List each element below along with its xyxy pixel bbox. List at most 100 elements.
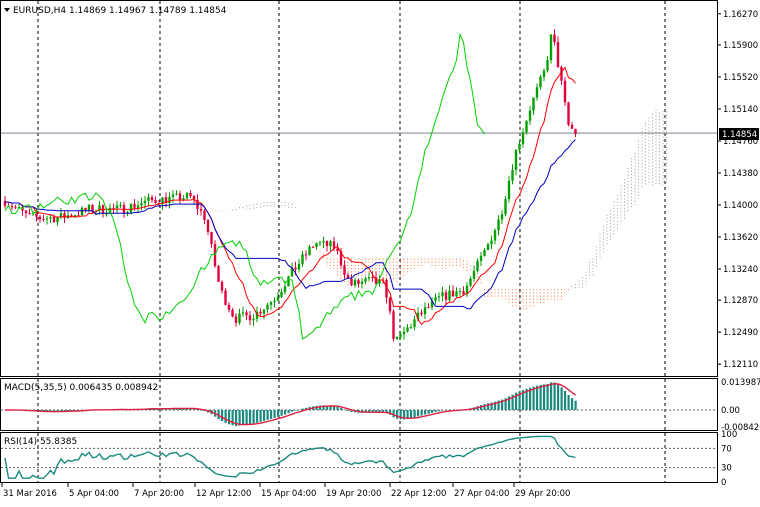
bull-candle <box>241 312 245 314</box>
bull-candle <box>136 205 140 208</box>
bear-candle <box>10 206 14 208</box>
macd-bar <box>340 408 343 410</box>
macd-bar <box>522 389 525 410</box>
bull-candle <box>546 60 549 71</box>
bull-candle <box>497 219 500 231</box>
price-axis-label: 1.12870 <box>723 296 758 306</box>
bull-candle <box>56 217 59 223</box>
macd-bar <box>238 410 241 426</box>
macd-bar <box>553 382 556 410</box>
macd-bar <box>536 385 539 410</box>
bull-candle <box>161 197 164 205</box>
bear-candle <box>178 193 182 201</box>
macd-bar <box>277 410 280 417</box>
bear-candle <box>420 312 423 315</box>
bull-candle <box>280 291 283 297</box>
bear-candle <box>234 316 238 323</box>
bull-candle <box>105 213 108 215</box>
bull-candle <box>402 331 406 335</box>
bull-candle <box>455 291 458 297</box>
axis-labels: 1.16270 1.15900 1.15520 1.15140 1.14760 1.143… <box>1 10 760 499</box>
kijun-line <box>5 139 576 310</box>
rsi-axis-label: 70 <box>721 444 732 454</box>
bear-candle <box>385 279 388 298</box>
bear-candle <box>154 199 157 204</box>
bear-candle <box>3 200 7 206</box>
bull-candle <box>409 327 413 329</box>
bear-candle <box>574 128 577 135</box>
bull-candle <box>185 192 189 199</box>
macd-bar <box>403 410 406 420</box>
price-axis-label: 1.15520 <box>723 73 758 83</box>
macd-bar <box>515 392 518 410</box>
macd-bar <box>392 410 395 418</box>
bull-candle <box>315 243 318 247</box>
bear-candle <box>567 102 570 125</box>
macd-bar <box>280 410 283 416</box>
bear-candle <box>224 290 227 305</box>
macd-bar <box>245 410 248 425</box>
macd-bar <box>305 407 308 410</box>
bear-candle <box>248 315 252 321</box>
bull-candle <box>360 281 364 284</box>
time-axis-label: 22 Apr 12:00 <box>391 489 446 499</box>
macd-bar <box>389 410 392 415</box>
bull-candle <box>542 70 546 77</box>
rsi-path <box>4 435 576 479</box>
macd-bar <box>298 409 301 411</box>
bull-candle <box>182 198 185 201</box>
bull-candle <box>514 149 518 170</box>
macd-bar <box>259 410 262 422</box>
bull-candle <box>143 200 147 204</box>
bull-candle <box>252 318 255 321</box>
macd-bar <box>256 410 259 423</box>
macd-bar <box>574 400 577 410</box>
bear-candle <box>570 124 574 129</box>
macd-bar <box>434 410 437 412</box>
bull-candle <box>297 264 301 270</box>
macd-axis-label: 0.00 <box>721 406 740 416</box>
macd-bar <box>364 410 367 413</box>
macd-bar <box>560 387 563 410</box>
bear-candle <box>332 241 336 249</box>
bear-candle <box>227 304 231 310</box>
bull-candle <box>518 143 521 150</box>
time-axis-label: 27 Apr 04:00 <box>454 489 509 499</box>
macd-axis-label: -0.008426 <box>721 423 760 433</box>
time-axis-label: 31 Mar 2016 <box>3 489 57 499</box>
macd-bar <box>371 410 374 413</box>
bull-candle <box>441 292 444 297</box>
bull-candle <box>507 180 511 200</box>
bull-candle <box>59 213 63 218</box>
bull-candle <box>493 230 497 241</box>
bear-candle <box>388 297 392 312</box>
macd-bar <box>410 410 413 419</box>
bull-candle <box>472 271 476 279</box>
macd-bar <box>431 410 434 413</box>
macd-bar <box>263 410 266 421</box>
bear-candle <box>84 207 87 211</box>
macd-bar <box>494 401 497 410</box>
macd-bar <box>53 410 56 412</box>
macd-bar <box>63 410 66 412</box>
macd-bar <box>49 410 52 412</box>
bull-candle <box>490 240 493 245</box>
bull-candle <box>287 276 290 287</box>
macd-bar <box>567 395 570 410</box>
macd-bar <box>56 410 59 412</box>
main-panel-frame <box>0 0 718 377</box>
bear-candle <box>231 309 234 317</box>
bull-candle <box>539 76 542 88</box>
bear-candle <box>203 210 206 220</box>
macd-panel-frame <box>0 378 718 431</box>
dropdown-triangle-icon[interactable] <box>4 8 10 12</box>
rsi-line <box>4 435 576 479</box>
macd-bar <box>546 383 549 410</box>
bull-candle <box>266 304 269 310</box>
time-axis-label: 15 Apr 04:00 <box>261 489 316 499</box>
bull-candle <box>535 87 539 98</box>
bull-candle <box>528 110 532 121</box>
bear-candle <box>563 80 567 103</box>
